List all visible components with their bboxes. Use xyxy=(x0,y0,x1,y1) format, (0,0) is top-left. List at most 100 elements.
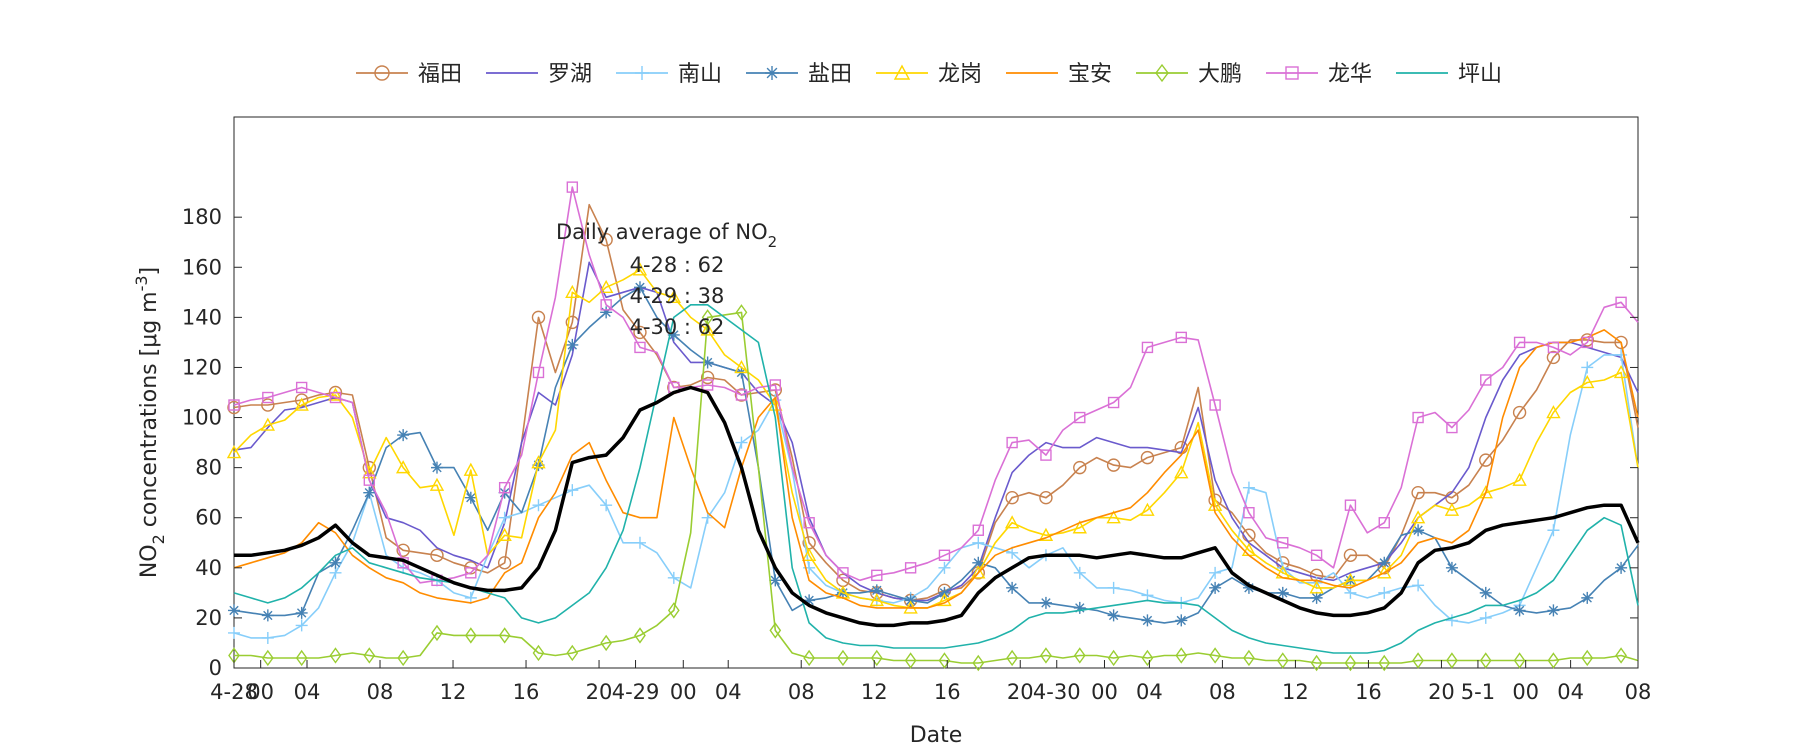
data-point xyxy=(1479,611,1492,624)
data-point xyxy=(598,279,614,294)
data-point xyxy=(701,309,714,326)
data-point xyxy=(1276,586,1289,599)
data-point xyxy=(329,566,342,579)
data-point xyxy=(635,66,649,80)
data-point xyxy=(1074,411,1086,424)
data-point xyxy=(633,325,647,340)
data-point xyxy=(1209,399,1221,411)
data-point xyxy=(769,574,782,587)
data-point xyxy=(1378,654,1391,672)
data-point xyxy=(837,649,849,667)
legend-item-龙岗: 龙岗 xyxy=(876,62,982,87)
y-tick-label: 80 xyxy=(195,456,222,480)
data-point xyxy=(1006,581,1019,594)
data-point xyxy=(1547,652,1560,669)
legend-item-南山: 南山 xyxy=(616,62,722,87)
data-point xyxy=(634,341,646,354)
series-line xyxy=(233,329,1639,609)
x-tick-label: 04 xyxy=(1136,680,1163,704)
data-point xyxy=(1513,604,1526,617)
data-point xyxy=(397,429,410,442)
x-tick-label: 12 xyxy=(861,680,888,704)
data-point xyxy=(429,477,445,491)
x-tick-label: 08 xyxy=(1625,680,1652,704)
data-point xyxy=(1547,341,1560,354)
x-tick-label: 4-30 xyxy=(1033,680,1081,704)
data-point xyxy=(1209,647,1221,664)
x-tick-label: 20 xyxy=(1428,680,1455,704)
data-point xyxy=(498,627,511,644)
data-point xyxy=(1285,66,1299,80)
x-tick-label: 4-28 xyxy=(210,680,258,704)
data-point xyxy=(870,649,883,667)
data-point xyxy=(904,652,917,669)
data-point xyxy=(633,536,646,549)
data-point xyxy=(1243,649,1255,667)
x-axis-label: Date xyxy=(910,723,963,748)
data-point xyxy=(1141,649,1154,667)
data-point xyxy=(329,647,342,664)
data-point xyxy=(396,543,410,557)
data-point xyxy=(633,281,646,294)
data-point xyxy=(971,565,986,579)
data-point xyxy=(1615,647,1627,664)
data-point xyxy=(1073,460,1087,475)
data-point xyxy=(666,289,681,304)
data-point xyxy=(1140,450,1155,465)
x-tick-label: 04 xyxy=(294,680,321,704)
data-point xyxy=(328,385,343,400)
data-point xyxy=(1378,556,1391,569)
legend-label: 南山 xyxy=(678,62,722,87)
y-axis-label: NO2 concentrations [μg m-3] xyxy=(132,267,168,578)
y-tick-label: 140 xyxy=(182,305,222,329)
data-point xyxy=(600,306,613,319)
data-point xyxy=(1209,581,1222,594)
data-point xyxy=(1410,510,1426,524)
data-point xyxy=(1310,549,1323,561)
legend-label: 盐田 xyxy=(808,62,852,87)
data-point xyxy=(769,622,782,639)
data-point xyxy=(1445,561,1458,574)
data-point xyxy=(1106,510,1121,524)
data-point xyxy=(1512,472,1527,486)
data-point xyxy=(972,524,984,536)
data-point xyxy=(1479,586,1492,599)
data-point xyxy=(1512,405,1527,420)
x-tick-label: 12 xyxy=(1282,680,1309,704)
data-point xyxy=(1209,566,1222,579)
data-point xyxy=(329,391,342,404)
data-point xyxy=(1004,515,1020,529)
x-tick-label: 00 xyxy=(1512,680,1539,704)
data-point xyxy=(363,647,376,664)
x-tick-label: 5-1 xyxy=(1461,680,1495,704)
data-point xyxy=(938,586,951,599)
data-point xyxy=(430,461,443,474)
data-point xyxy=(1446,421,1458,434)
data-point xyxy=(667,571,680,584)
data-point xyxy=(1242,581,1255,594)
data-point xyxy=(565,284,580,299)
data-point xyxy=(1478,485,1493,499)
data-point xyxy=(1580,375,1595,389)
legend-label: 宝安 xyxy=(1068,62,1112,87)
data-point xyxy=(634,627,646,644)
data-point xyxy=(1310,591,1323,604)
x-tick-label: 4-29 xyxy=(612,680,660,704)
data-point xyxy=(1546,350,1561,365)
data-point xyxy=(430,548,444,562)
data-point xyxy=(972,536,985,549)
data-point xyxy=(1155,63,1169,83)
data-point xyxy=(498,511,511,524)
data-point xyxy=(497,556,512,570)
data-point xyxy=(1581,649,1594,667)
data-point xyxy=(431,624,443,642)
data-point xyxy=(700,370,715,385)
data-point xyxy=(938,652,951,669)
data-point xyxy=(769,379,782,391)
data-point xyxy=(397,649,410,667)
chart-legend: 福田 罗湖 南山 盐田 龙岗 宝安 大鹏 龙华 坪山 xyxy=(356,62,1502,87)
data-point xyxy=(1581,361,1594,374)
data-point xyxy=(566,181,579,193)
data-point xyxy=(1073,566,1086,579)
